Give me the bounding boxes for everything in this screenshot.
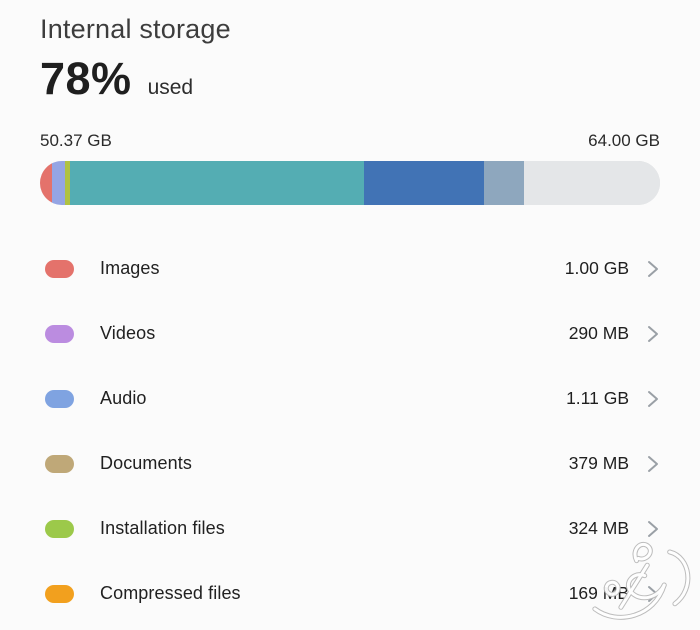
compressed-files-color-icon [45,584,74,603]
chevron-right-icon [646,322,660,346]
category-size: 1.11 GB [566,388,629,409]
category-size: 169 MB [568,583,629,604]
usage-summary: 78% used [40,53,660,105]
category-size: 324 MB [568,518,629,539]
bar-segment-blue [364,161,484,206]
category-size: 379 MB [568,453,629,474]
total-gb-label: 64.00 GB [588,131,660,151]
bar-segment-teal [70,161,365,206]
storage-category-list: Images 1.00 GB Videos 290 MB Audio 1.11 … [40,236,660,626]
images-color-icon [45,259,74,278]
chevron-right-icon [646,582,660,606]
row-images[interactable]: Images 1.00 GB [40,236,660,301]
bar-segment-periwinkle [51,161,65,206]
category-size: 1.00 GB [564,258,629,279]
row-documents[interactable]: Documents 379 MB [40,431,660,496]
used-gb-label: 50.37 GB [40,131,112,151]
category-label: Images [100,258,160,279]
usage-percent: 78% [40,53,132,105]
category-label: Documents [100,453,192,474]
videos-color-icon [45,324,74,343]
category-size: 290 MB [568,323,629,344]
bar-segment-gray-blue [483,161,524,206]
row-videos[interactable]: Videos 290 MB [40,301,660,366]
audio-color-icon [45,389,74,408]
documents-color-icon [45,454,74,473]
bar-segment-free-space [523,161,660,206]
usage-word: used [147,76,194,100]
category-label: Compressed files [100,583,241,604]
category-label: Installation files [100,518,225,539]
row-compressed-files[interactable]: Compressed files 169 MB [40,561,660,626]
chevron-right-icon [646,517,660,541]
category-label: Videos [100,323,156,344]
bar-segment-salmon [40,161,52,206]
chevron-right-icon [646,257,660,281]
bar-segment-olive [64,161,71,206]
installation-files-color-icon [45,519,74,538]
row-audio[interactable]: Audio 1.11 GB [40,366,660,431]
chevron-right-icon [646,452,660,476]
row-installation-files[interactable]: Installation files 324 MB [40,496,660,561]
storage-bar-labels: 50.37 GB 64.00 GB [40,131,660,151]
storage-usage-bar [40,161,660,206]
page-title: Internal storage [40,14,231,44]
chevron-right-icon [646,387,660,411]
category-label: Audio [100,388,147,409]
